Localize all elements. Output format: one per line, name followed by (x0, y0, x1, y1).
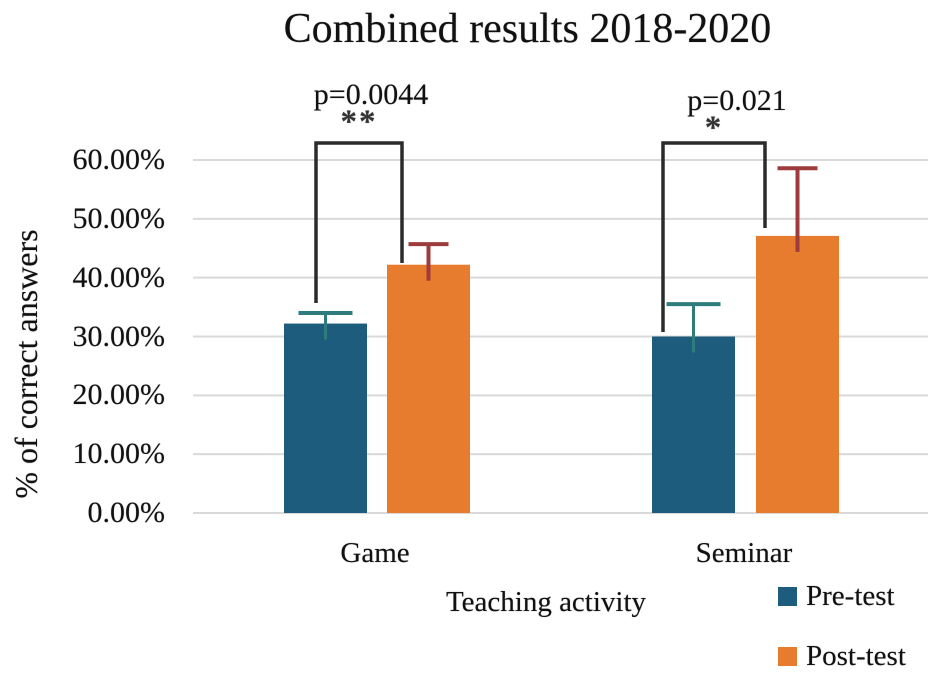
y-tick-label-20.00%: 20.00% (72, 378, 166, 412)
y-tick-label-30.00%: 30.00% (72, 319, 166, 353)
bar-post-test-seminar (756, 235, 839, 513)
bar-pre-test-game (284, 323, 367, 513)
legend-item-pre-test: Pre-test (778, 580, 906, 612)
significance-stars-seminar: * (704, 110, 724, 146)
bar-pre-test-seminar (652, 336, 735, 513)
legend-label-pre-test: Pre-test (806, 580, 895, 612)
bar-post-test-game (387, 264, 470, 513)
chart-title: Combined results 2018-2020 (283, 6, 772, 52)
x-tick-game: Game (340, 537, 410, 569)
y-tick-label-40.00%: 40.00% (72, 260, 166, 294)
legend: Pre-test Post-test (778, 580, 906, 684)
significance-bracket-seminar (661, 141, 767, 332)
legend-label-post-test: Post-test (806, 640, 906, 672)
legend-item-post-test: Post-test (778, 640, 906, 672)
x-axis-title: Teaching activity (445, 586, 647, 618)
y-tick-label-0.00%: 0.00% (87, 496, 166, 529)
significance-bracket-game (314, 141, 404, 303)
p-value-game: p=0.0044 (313, 78, 429, 111)
y-tick-label-60.00%: 60.00% (72, 143, 166, 176)
y-tick-label-10.00%: 10.00% (72, 437, 166, 471)
x-tick-seminar: Seminar (695, 537, 793, 569)
p-value-seminar: p=0.021 (687, 84, 787, 117)
significance-stars-game: ** (340, 104, 378, 140)
y-tick-label-50.00%: 50.00% (72, 201, 166, 235)
legend-swatch-post-test-icon (778, 646, 797, 666)
legend-swatch-pre-test-icon (778, 586, 797, 606)
